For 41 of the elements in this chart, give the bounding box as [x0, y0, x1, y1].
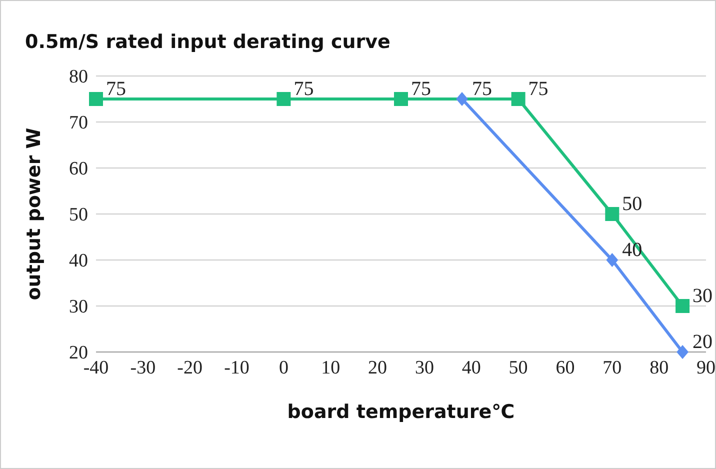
point	[511, 92, 526, 106]
chart-title: 0.5m/S rated input derating curve	[25, 31, 390, 53]
point	[676, 299, 690, 313]
y-tick-label: 20	[69, 342, 88, 364]
point	[276, 92, 291, 106]
y-tick-label: 70	[69, 112, 88, 134]
x-axis-title: board temperature℃	[286, 401, 516, 423]
x-tick-label: -20	[177, 357, 203, 378]
y-tick-label: 80	[69, 66, 88, 88]
y-tick-label: 50	[69, 204, 88, 226]
data-label: 75	[106, 78, 126, 100]
x-tick-label: 70	[602, 357, 622, 378]
y-tick-label: 30	[69, 296, 88, 318]
x-tick-label: 50	[508, 357, 528, 378]
data-label: 75	[528, 78, 548, 100]
x-tick-label: 60	[556, 357, 575, 378]
x-tick-label: 90	[696, 357, 716, 378]
point	[394, 92, 408, 106]
data-label: 75	[294, 78, 314, 100]
x-tick-label: 30	[414, 357, 434, 378]
data-label: 40	[622, 239, 642, 261]
x-tick-label: 0	[278, 357, 288, 378]
point	[456, 92, 468, 106]
x-tick-label: -30	[130, 357, 156, 378]
data-label: 75	[411, 78, 431, 100]
x-tick-label: 80	[650, 357, 669, 378]
point	[605, 207, 620, 221]
data-label: 30	[692, 285, 713, 307]
y-tick-label: 60	[69, 158, 88, 180]
data-label: 20	[692, 331, 713, 353]
x-tick-label: 40	[462, 357, 481, 378]
point	[606, 253, 618, 267]
data-label: 50	[622, 193, 642, 215]
x-tick-label: 10	[321, 357, 340, 378]
x-tick-label: -10	[224, 357, 250, 378]
x-tick-label: 20	[368, 357, 388, 378]
data-label: 75	[472, 78, 492, 100]
y-tick-label: 40	[69, 250, 88, 272]
y-axis-title: output power W	[23, 128, 45, 300]
point	[676, 345, 689, 359]
point	[89, 92, 103, 106]
